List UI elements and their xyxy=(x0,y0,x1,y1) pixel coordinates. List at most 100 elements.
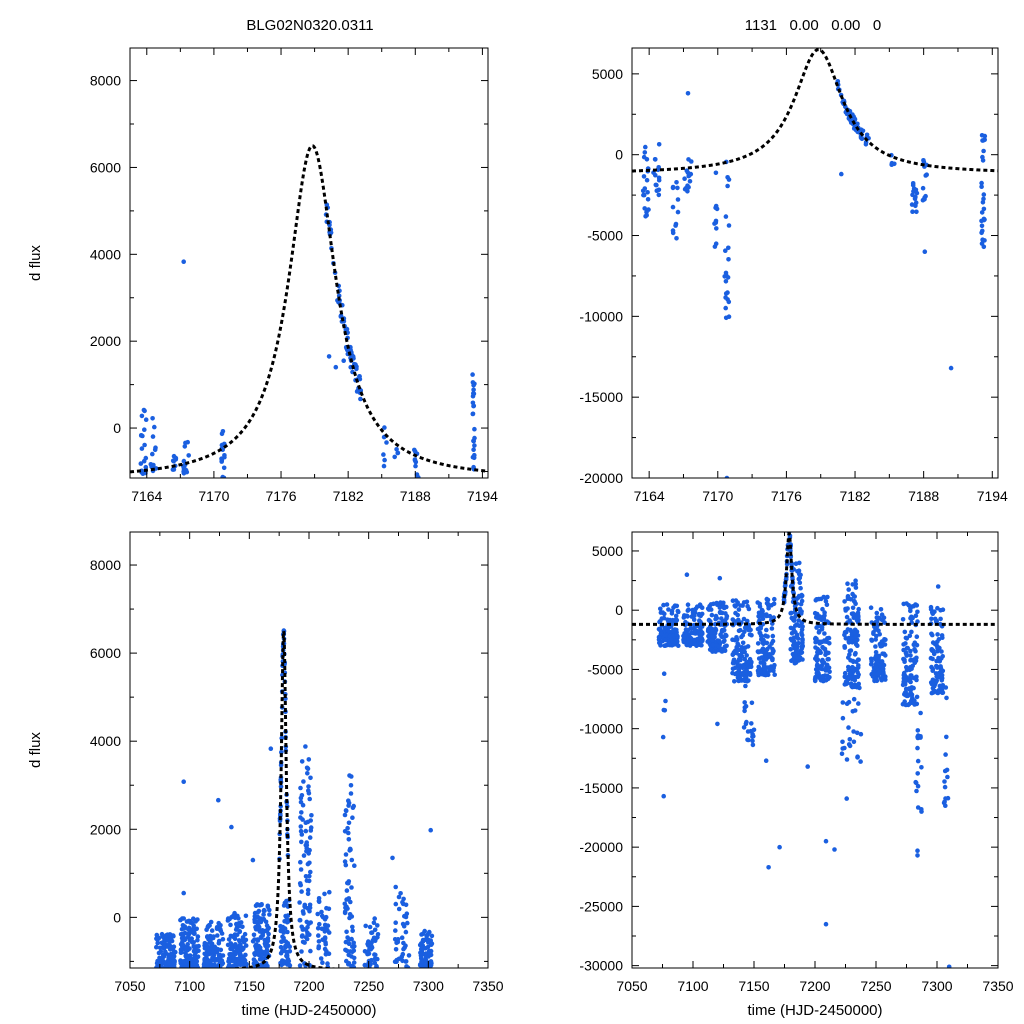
data-point xyxy=(670,185,676,191)
data-point xyxy=(675,209,681,215)
data-point xyxy=(231,963,237,968)
data-point xyxy=(928,606,934,612)
data-point xyxy=(281,903,287,908)
data-point xyxy=(412,449,418,454)
data-point xyxy=(874,610,880,616)
data-point xyxy=(348,791,354,796)
data-point xyxy=(230,934,235,939)
data-point xyxy=(351,955,357,961)
data-point xyxy=(674,632,679,637)
data-point xyxy=(357,376,363,382)
data-point xyxy=(694,604,700,609)
data-point xyxy=(797,623,802,629)
data-point xyxy=(871,631,876,636)
data-point xyxy=(813,645,818,650)
data-point xyxy=(914,209,919,215)
data-point xyxy=(726,223,732,228)
data-point xyxy=(322,929,328,934)
data-point xyxy=(405,920,410,926)
data-point xyxy=(906,603,912,608)
data-point xyxy=(255,914,261,920)
data-point xyxy=(798,585,803,591)
data-point xyxy=(854,618,860,623)
data-point xyxy=(915,609,920,615)
data-point xyxy=(846,725,851,730)
data-point xyxy=(369,930,375,935)
data-point xyxy=(316,945,321,951)
data-point xyxy=(221,465,227,471)
data-point xyxy=(823,668,829,673)
data-point xyxy=(406,953,412,958)
data-point xyxy=(403,943,408,948)
data-point xyxy=(308,948,313,954)
data-point xyxy=(253,942,259,947)
data-point xyxy=(931,688,937,694)
data-point xyxy=(814,636,819,642)
data-point xyxy=(713,241,719,246)
data-point xyxy=(471,382,476,388)
data-point xyxy=(851,729,856,734)
data-point xyxy=(371,920,377,926)
data-point xyxy=(945,774,950,780)
data-point xyxy=(642,206,647,211)
data-point xyxy=(710,642,716,648)
data-point xyxy=(915,734,920,740)
data-point xyxy=(382,457,387,463)
y-tick-label: -15000 xyxy=(579,780,623,796)
x-tick-label: 7164 xyxy=(634,488,665,504)
data-point xyxy=(657,635,662,640)
data-point xyxy=(842,645,848,650)
data-point xyxy=(142,442,147,448)
data-point xyxy=(766,606,771,611)
flux-points xyxy=(154,628,435,968)
data-point xyxy=(285,962,290,967)
data-point xyxy=(472,443,477,448)
data-point xyxy=(297,900,302,905)
data-point xyxy=(736,663,741,668)
data-point xyxy=(853,638,859,644)
data-point xyxy=(846,667,851,673)
data-point xyxy=(851,612,856,617)
data-point xyxy=(821,616,827,621)
data-point xyxy=(938,664,943,669)
data-point xyxy=(342,909,348,915)
data-point xyxy=(723,248,728,253)
data-point xyxy=(304,936,310,942)
data-point xyxy=(844,796,849,801)
data-point xyxy=(426,950,432,956)
data-point xyxy=(301,853,307,858)
data-point xyxy=(825,636,830,641)
data-point xyxy=(851,598,857,604)
data-point xyxy=(726,257,731,262)
data-point xyxy=(767,613,773,619)
data-point xyxy=(744,653,749,658)
data-point xyxy=(736,607,742,612)
data-point xyxy=(909,666,914,671)
data-point xyxy=(924,172,929,177)
data-point xyxy=(282,919,287,924)
data-point xyxy=(710,634,716,639)
data-point xyxy=(252,917,257,922)
data-point xyxy=(772,662,777,668)
data-point xyxy=(347,912,353,917)
data-point xyxy=(412,458,418,463)
data-point xyxy=(760,616,766,621)
data-point xyxy=(181,259,186,265)
plot-frame xyxy=(129,47,489,479)
data-point xyxy=(981,196,986,202)
y-tick-label: 5000 xyxy=(592,66,623,82)
data-point xyxy=(231,913,236,918)
data-point xyxy=(725,183,730,189)
data-point xyxy=(644,177,650,183)
data-point xyxy=(237,929,242,934)
data-point xyxy=(343,947,348,953)
data-point xyxy=(944,734,949,740)
data-point xyxy=(979,230,984,236)
data-point xyxy=(653,157,658,162)
data-point xyxy=(770,633,776,639)
data-point xyxy=(250,939,256,944)
data-point xyxy=(161,965,166,968)
data-point xyxy=(257,929,263,934)
data-point xyxy=(299,832,305,837)
data-point xyxy=(935,584,941,589)
